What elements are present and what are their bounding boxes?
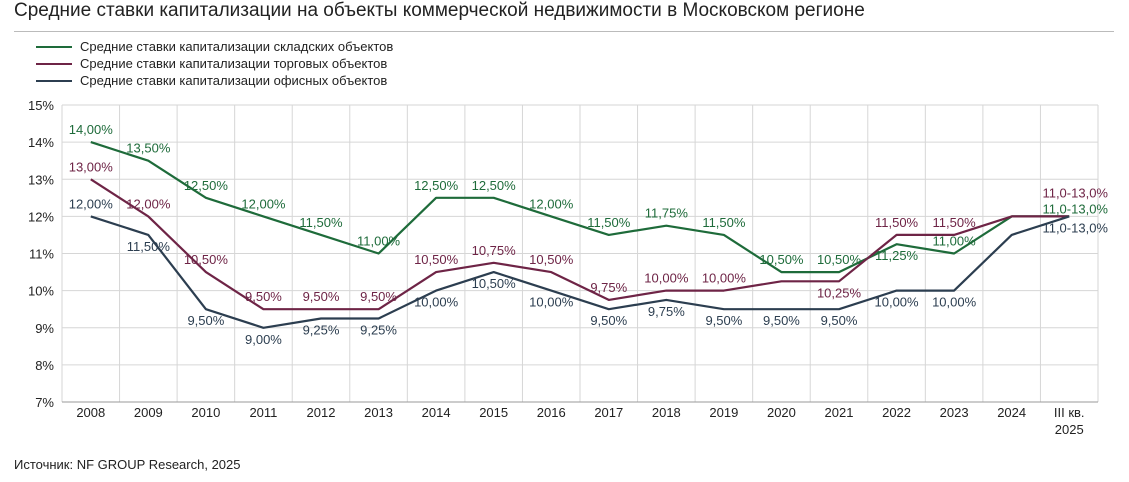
legend-swatch-office bbox=[36, 80, 72, 82]
x-tick-label: 2008 bbox=[76, 405, 105, 420]
data-label: 10,50% bbox=[817, 252, 862, 267]
series-line-2 bbox=[90, 215, 1070, 329]
data-label: 11,50% bbox=[587, 215, 631, 230]
data-label: 11,0-13,0% bbox=[1042, 185, 1108, 200]
data-label: 11,50% bbox=[299, 215, 343, 230]
data-label: 9,50% bbox=[763, 313, 800, 328]
legend-swatch-warehouse bbox=[36, 46, 72, 48]
legend-swatch-retail bbox=[36, 63, 72, 65]
legend-item-warehouse: Средние ставки капитализации складских о… bbox=[36, 38, 393, 55]
legend-label-retail: Средние ставки капитализации торговых об… bbox=[80, 56, 388, 71]
data-label: 12,00% bbox=[529, 196, 574, 211]
data-label: 11,50% bbox=[702, 215, 746, 230]
x-tick-label: 2011 bbox=[249, 405, 277, 420]
source-note: Источник: NF GROUP Research, 2025 bbox=[14, 457, 241, 472]
title-divider bbox=[14, 31, 1114, 32]
y-tick-label: 7% bbox=[35, 395, 54, 410]
data-label: 9,50% bbox=[245, 289, 282, 304]
x-tick-label: III кв. bbox=[1054, 405, 1085, 420]
data-label: 12,00% bbox=[126, 196, 171, 211]
legend-item-retail: Средние ставки капитализации торговых об… bbox=[36, 55, 393, 72]
x-tick-label: 2024 bbox=[997, 405, 1026, 420]
data-label: 10,00% bbox=[875, 295, 920, 310]
data-label: 10,50% bbox=[184, 252, 229, 267]
x-tick-label: 2021 bbox=[825, 405, 854, 420]
data-label: 10,50% bbox=[529, 252, 574, 267]
y-tick-label: 14% bbox=[28, 135, 54, 150]
data-label: 11,75% bbox=[645, 206, 689, 221]
x-tick-label: 2023 bbox=[940, 405, 969, 420]
data-label: 12,00% bbox=[69, 196, 114, 211]
legend-item-office: Средние ставки капитализации офисных объ… bbox=[36, 72, 393, 89]
data-label: 12,50% bbox=[184, 178, 229, 193]
data-label: 10,50% bbox=[472, 276, 517, 291]
legend-label-warehouse: Средние ставки капитализации складских о… bbox=[80, 39, 394, 54]
x-tick-label: 2013 bbox=[364, 405, 393, 420]
data-label: 12,50% bbox=[472, 178, 517, 193]
data-label: 10,00% bbox=[702, 271, 747, 286]
x-tick-label: 2017 bbox=[594, 405, 623, 420]
x-tick-label: 2018 bbox=[652, 405, 681, 420]
x-tick-label: 2015 bbox=[479, 405, 508, 420]
data-label: 9,75% bbox=[590, 280, 627, 295]
series-line-1 bbox=[90, 178, 1070, 311]
x-tick-label: 2016 bbox=[537, 405, 566, 420]
data-label: 9,50% bbox=[303, 289, 340, 304]
data-label: 10,25% bbox=[817, 285, 862, 300]
data-label: 10,00% bbox=[414, 295, 459, 310]
x-tick-label: 2022 bbox=[882, 405, 911, 420]
data-label: 13,50% bbox=[126, 141, 171, 156]
y-tick-label: 12% bbox=[28, 209, 54, 224]
chart-legend: Средние ставки капитализации складских о… bbox=[36, 38, 393, 89]
data-label: 9,50% bbox=[705, 313, 742, 328]
x-tick-label: 2019 bbox=[709, 405, 738, 420]
y-tick-label: 15% bbox=[28, 98, 54, 113]
x-tick-label: 2014 bbox=[422, 405, 451, 420]
y-tick-label: 10% bbox=[28, 284, 54, 299]
data-label: 9,50% bbox=[187, 313, 224, 328]
data-label: 11,50% bbox=[875, 215, 919, 230]
data-label: 9,50% bbox=[590, 313, 627, 328]
data-label: 12,50% bbox=[414, 178, 459, 193]
data-label: 10,00% bbox=[529, 295, 574, 310]
data-label: 14,00% bbox=[69, 122, 114, 137]
data-label: 9,25% bbox=[360, 322, 397, 337]
data-label: 11,50% bbox=[933, 215, 977, 230]
data-label: 11,0-13,0% bbox=[1042, 201, 1108, 216]
data-label: 9,00% bbox=[245, 332, 282, 347]
data-label: 10,50% bbox=[414, 252, 459, 267]
x-tick-label: 2009 bbox=[134, 405, 163, 420]
y-tick-label: 8% bbox=[35, 358, 54, 373]
chart-title: Средние ставки капитализации на объекты … bbox=[14, 0, 865, 21]
data-label: 13,00% bbox=[69, 159, 114, 174]
data-label: 10,00% bbox=[644, 271, 689, 286]
data-label: 9,50% bbox=[821, 313, 858, 328]
data-label: 11,00% bbox=[357, 234, 401, 249]
y-tick-label: 9% bbox=[35, 321, 54, 336]
x-tick-label: 2012 bbox=[307, 405, 336, 420]
data-label: 11,50% bbox=[127, 239, 171, 254]
data-label: 10,00% bbox=[932, 295, 977, 310]
y-tick-label: 13% bbox=[28, 172, 54, 187]
series-line-0 bbox=[90, 141, 1070, 274]
data-label: 9,25% bbox=[303, 322, 340, 337]
y-tick-label: 11% bbox=[29, 247, 54, 262]
x-tick-label: 2010 bbox=[191, 405, 220, 420]
data-label: 10,50% bbox=[759, 252, 804, 267]
x-tick-label: 2025 bbox=[1055, 422, 1084, 437]
data-label: 11,25% bbox=[875, 248, 919, 263]
data-label: 11,0-13,0% bbox=[1042, 220, 1108, 235]
legend-label-office: Средние ставки капитализации офисных объ… bbox=[80, 73, 388, 88]
data-label: 12,00% bbox=[241, 196, 286, 211]
data-label: 11,00% bbox=[933, 234, 977, 249]
data-label: 9,75% bbox=[648, 304, 685, 319]
data-label: 9,50% bbox=[360, 289, 397, 304]
x-tick-label: 2020 bbox=[767, 405, 796, 420]
data-label: 10,75% bbox=[472, 243, 517, 258]
